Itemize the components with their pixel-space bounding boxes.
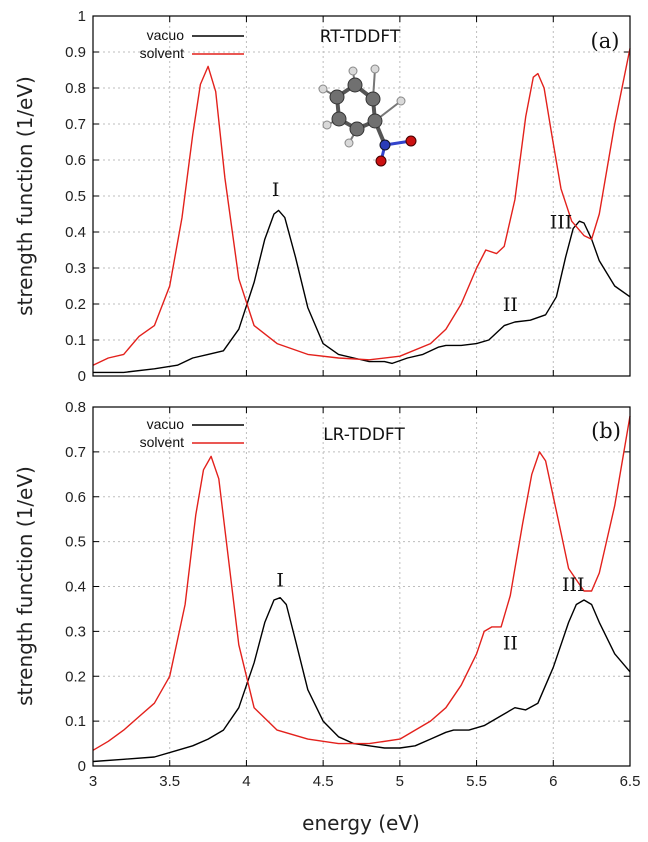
x-tick-label: 3.5 [159,773,180,790]
y-tick-label: 0.2 [65,668,86,685]
legend-label: solvent [140,45,184,61]
x-tick-label: 4.5 [313,773,334,790]
x-tick-label: 6 [549,773,557,790]
nitrobenzene-molecule-icon [318,64,417,167]
y-axis-label-a: strength function (1/eV) [13,76,37,316]
y-tick-label: 0.3 [65,623,86,640]
method-label: LR-TDDFT [323,425,405,445]
y-tick-label: 0.5 [65,534,86,551]
panel-tag: (b) [591,419,621,443]
x-tick-label: 5.5 [466,773,487,790]
peak-annotation: II [503,632,518,654]
peak-annotation: III [562,574,585,596]
y-tick-label: 0.4 [65,579,86,596]
y-tick-label: 0.4 [65,224,86,241]
y-axis-label-b: strength function (1/eV) [13,466,37,706]
x-axis-label: energy (eV) [302,811,420,835]
y-tick-label: 0.3 [65,260,86,277]
y-tick-label: 0.1 [65,713,86,730]
series-line-vacuo [93,209,631,374]
legend-label: vacuo [147,27,185,43]
y-tick-label: 0.2 [65,296,86,313]
y-tick-label: 1 [78,8,86,25]
plot-frame [92,406,631,767]
y-tick-label: 0.1 [65,332,86,349]
x-tick-label: 6.5 [620,773,641,790]
peak-annotation: II [503,294,518,316]
method-label: RT-TDDFT [320,27,401,47]
y-tick-label: 0.8 [65,80,86,97]
y-tick-label: 0.6 [65,152,86,169]
y-tick-label: 0.9 [65,44,86,61]
series-line-solvent [92,48,631,366]
series-line-vacuo [92,597,631,763]
y-tick-label: 0.7 [65,444,86,461]
y-tick-label: 0.5 [65,188,86,205]
x-tick-label: 3 [89,773,97,790]
legend-label: vacuo [147,416,185,432]
series-line-solvent [92,415,631,751]
panel-b: 0 0.1 0.2 0.3 0.4 0.5 0.6 0.7 0.8 3 3.5 4 4.5 5 5.5 6 6.… [65,399,640,790]
peak-annotation: III [550,211,573,233]
y-tick-label: 0.8 [65,399,86,416]
panel-a: 0 0.1 0.2 0.3 0.4 0.5 0.6 0.7 0.8 0.9 1 vacuo solven… [65,8,631,385]
peak-annotation: I [272,179,280,201]
y-tick-label: 0.6 [65,489,86,506]
y-tick-label: 0 [78,758,86,775]
plot-frame [92,15,631,377]
panel-tag: (a) [591,29,620,53]
x-tick-label: 5 [396,773,404,790]
legend-label: solvent [140,434,184,450]
y-tick-label: 0.7 [65,116,86,133]
y-tick-label: 0 [78,368,86,385]
peak-annotation: I [276,570,284,592]
x-tick-label: 4 [242,773,250,790]
